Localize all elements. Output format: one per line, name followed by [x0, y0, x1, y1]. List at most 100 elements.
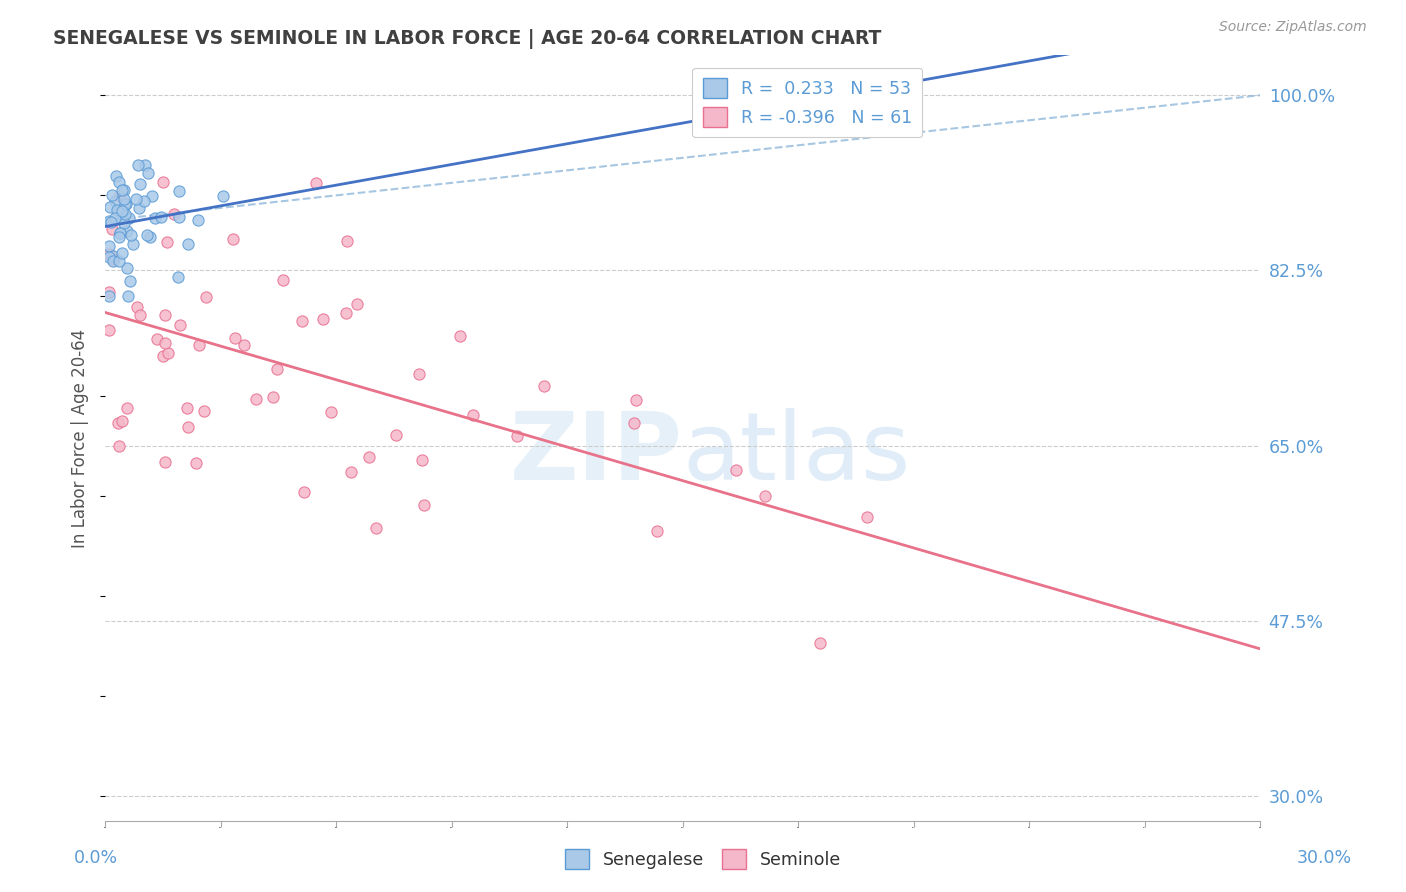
- Point: [176, 237, 198, 252]
- Point: [754, 490, 776, 504]
- Point: [134, 194, 156, 209]
- Point: [408, 367, 430, 381]
- Point: [211, 189, 233, 203]
- Point: [127, 158, 149, 172]
- Point: [463, 409, 485, 423]
- Point: [115, 197, 138, 211]
- Point: [187, 213, 209, 227]
- Point: [305, 176, 328, 190]
- Point: [112, 216, 135, 230]
- Point: [339, 465, 361, 479]
- Point: [107, 230, 129, 244]
- Text: ZIP: ZIP: [510, 408, 683, 500]
- Point: [357, 450, 380, 464]
- Point: [115, 260, 138, 275]
- Point: [135, 228, 157, 243]
- Point: [125, 193, 148, 207]
- Point: [114, 196, 136, 211]
- Point: [335, 234, 357, 248]
- Point: [146, 332, 169, 346]
- Point: [98, 250, 121, 264]
- Point: [104, 194, 127, 208]
- Point: [335, 306, 357, 320]
- Point: [98, 200, 121, 214]
- Point: [115, 224, 138, 238]
- Point: [169, 318, 191, 332]
- Point: [366, 521, 388, 535]
- Point: [152, 175, 174, 189]
- Text: 30.0%: 30.0%: [1296, 849, 1353, 867]
- Point: [156, 346, 179, 360]
- Point: [114, 207, 136, 221]
- Point: [856, 510, 879, 524]
- Point: [193, 404, 215, 418]
- Point: [105, 203, 128, 218]
- Point: [141, 189, 163, 203]
- Point: [122, 236, 145, 251]
- Point: [412, 498, 434, 512]
- Point: [129, 177, 152, 191]
- Point: [108, 188, 131, 202]
- Point: [120, 228, 142, 243]
- Point: [98, 323, 121, 337]
- Point: [411, 452, 433, 467]
- Point: [155, 336, 177, 351]
- Text: Source: ZipAtlas.com: Source: ZipAtlas.com: [1219, 20, 1367, 34]
- Point: [118, 211, 141, 226]
- Point: [163, 207, 186, 221]
- Point: [104, 211, 127, 225]
- Point: [150, 210, 173, 224]
- Point: [724, 462, 747, 476]
- Point: [111, 204, 134, 219]
- Point: [195, 290, 218, 304]
- Point: [152, 349, 174, 363]
- Point: [98, 289, 121, 303]
- Point: [98, 213, 121, 227]
- Point: [808, 636, 831, 650]
- Point: [156, 235, 179, 250]
- Point: [232, 338, 254, 352]
- Point: [222, 232, 245, 246]
- Point: [449, 328, 471, 343]
- Point: [139, 229, 162, 244]
- Point: [167, 210, 190, 224]
- Point: [245, 392, 267, 406]
- Point: [153, 455, 176, 469]
- Point: [98, 285, 121, 299]
- Point: [108, 175, 131, 189]
- Text: 0.0%: 0.0%: [73, 849, 118, 867]
- Point: [101, 252, 124, 267]
- Point: [167, 184, 190, 198]
- Point: [125, 300, 148, 314]
- Point: [98, 247, 121, 261]
- Point: [111, 209, 134, 223]
- Point: [107, 416, 129, 430]
- Point: [134, 158, 156, 172]
- Point: [184, 456, 207, 470]
- Legend: Senegalese, Seminole: Senegalese, Seminole: [558, 842, 848, 876]
- Point: [98, 239, 121, 253]
- Point: [626, 393, 648, 408]
- Point: [108, 254, 131, 268]
- Point: [645, 524, 668, 538]
- Point: [188, 337, 211, 351]
- Point: [177, 419, 200, 434]
- Text: SENEGALESE VS SEMINOLE IN LABOR FORCE | AGE 20-64 CORRELATION CHART: SENEGALESE VS SEMINOLE IN LABOR FORCE | …: [53, 29, 882, 48]
- Point: [111, 182, 134, 196]
- Point: [145, 211, 167, 225]
- Point: [128, 202, 150, 216]
- Point: [101, 222, 124, 236]
- Point: [118, 274, 141, 288]
- Point: [153, 308, 176, 322]
- Point: [623, 416, 645, 430]
- Point: [273, 273, 295, 287]
- Point: [266, 362, 288, 376]
- Point: [108, 226, 131, 240]
- Point: [101, 249, 124, 263]
- Point: [111, 414, 134, 428]
- Point: [101, 187, 124, 202]
- Point: [115, 401, 138, 416]
- Point: [129, 308, 152, 322]
- Point: [224, 331, 246, 345]
- Point: [111, 246, 134, 260]
